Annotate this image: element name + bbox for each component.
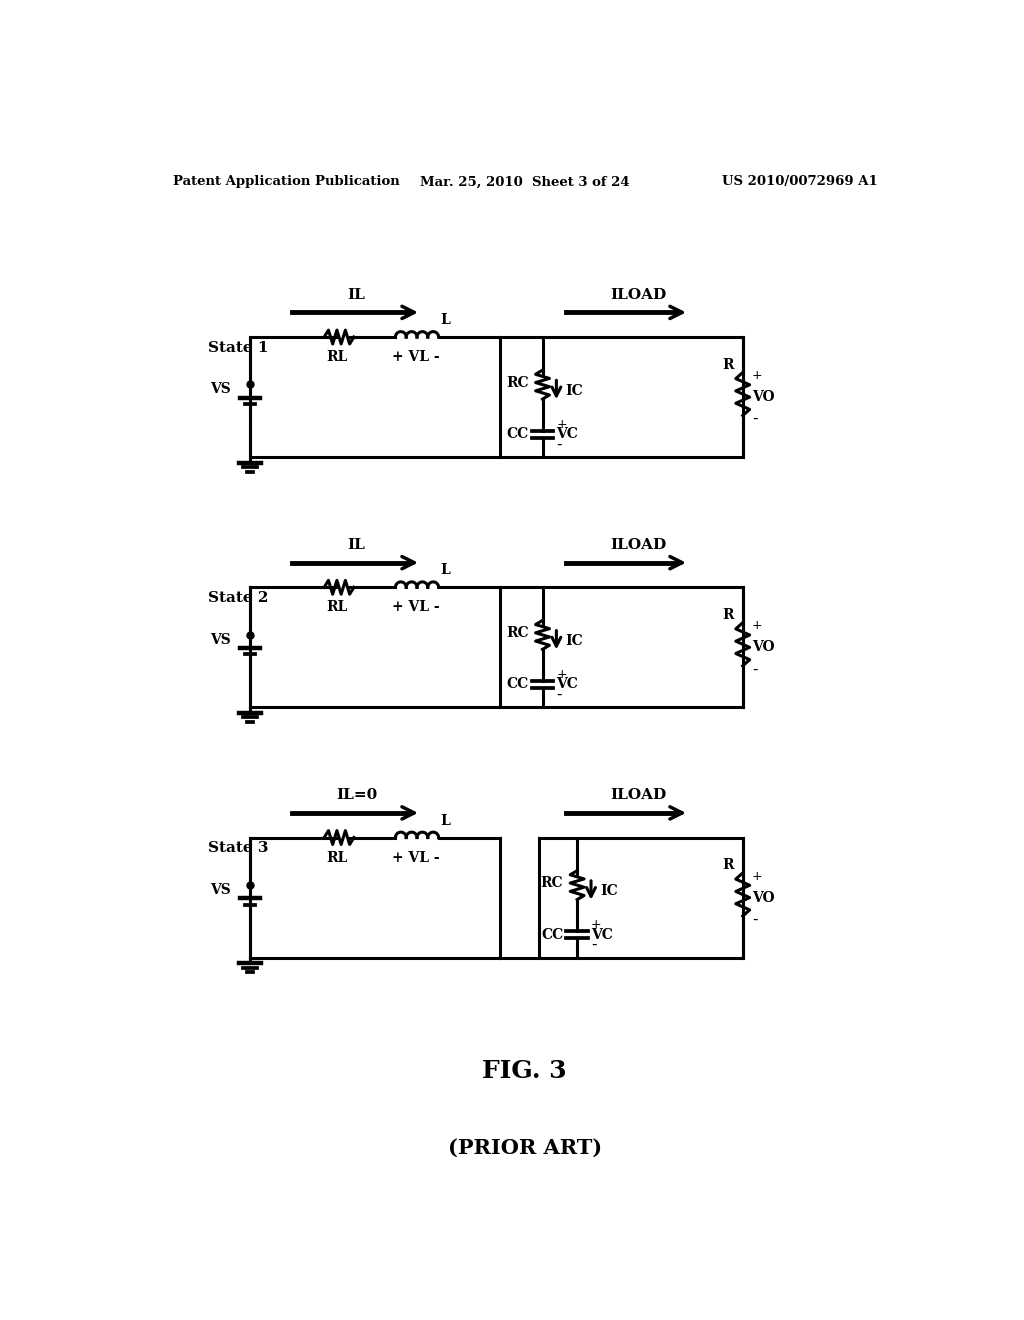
Text: CC: CC	[507, 677, 528, 692]
Text: L: L	[440, 313, 450, 327]
Text: IC: IC	[565, 384, 584, 397]
Text: + VL -: + VL -	[391, 350, 439, 364]
Text: VS: VS	[210, 383, 230, 396]
Text: ILOAD: ILOAD	[610, 537, 667, 552]
Text: VO: VO	[752, 391, 774, 404]
Text: US 2010/0072969 A1: US 2010/0072969 A1	[722, 176, 878, 189]
Text: State 1: State 1	[208, 341, 268, 355]
Text: R: R	[722, 609, 733, 622]
Text: VC: VC	[556, 428, 579, 441]
Text: State 2: State 2	[208, 591, 268, 605]
Text: VC: VC	[591, 928, 613, 941]
Text: IL: IL	[347, 288, 366, 302]
Text: +: +	[752, 870, 763, 883]
Text: IC: IC	[600, 884, 618, 898]
Text: VS: VS	[210, 883, 230, 896]
Text: -: -	[752, 912, 758, 927]
Text: ILOAD: ILOAD	[610, 788, 667, 803]
Text: IL=0: IL=0	[336, 788, 377, 803]
Text: VO: VO	[752, 891, 774, 904]
Text: RC: RC	[541, 876, 563, 891]
Text: R: R	[722, 358, 733, 372]
Text: RC: RC	[506, 626, 528, 640]
Text: -: -	[556, 686, 562, 702]
Text: +: +	[556, 417, 567, 430]
Text: +: +	[752, 370, 763, 381]
Text: VC: VC	[556, 677, 579, 692]
Text: +: +	[556, 668, 567, 681]
Text: Patent Application Publication: Patent Application Publication	[173, 176, 399, 189]
Text: -: -	[591, 937, 597, 952]
Text: ILOAD: ILOAD	[610, 288, 667, 302]
Text: + VL -: + VL -	[391, 601, 439, 614]
Text: +: +	[591, 917, 602, 931]
Text: -: -	[752, 411, 758, 426]
Text: RC: RC	[506, 376, 528, 389]
Text: +: +	[752, 619, 763, 632]
Text: + VL -: + VL -	[391, 850, 439, 865]
Text: FIG. 3: FIG. 3	[482, 1059, 567, 1082]
Text: VO: VO	[752, 640, 774, 655]
Text: State 3: State 3	[208, 841, 268, 855]
Text: RL: RL	[327, 850, 347, 865]
Text: -: -	[752, 661, 758, 676]
Text: CC: CC	[541, 928, 563, 941]
Text: L: L	[440, 813, 450, 828]
Text: -: -	[556, 437, 562, 451]
Text: VS: VS	[210, 632, 230, 647]
Text: RL: RL	[327, 601, 347, 614]
Text: CC: CC	[507, 428, 528, 441]
Text: R: R	[722, 858, 733, 873]
Text: RL: RL	[327, 350, 347, 364]
Text: (PRIOR ART): (PRIOR ART)	[447, 1138, 602, 1158]
Text: IL: IL	[347, 537, 366, 552]
Text: L: L	[440, 564, 450, 577]
Text: IC: IC	[565, 634, 584, 648]
Text: Mar. 25, 2010  Sheet 3 of 24: Mar. 25, 2010 Sheet 3 of 24	[420, 176, 630, 189]
